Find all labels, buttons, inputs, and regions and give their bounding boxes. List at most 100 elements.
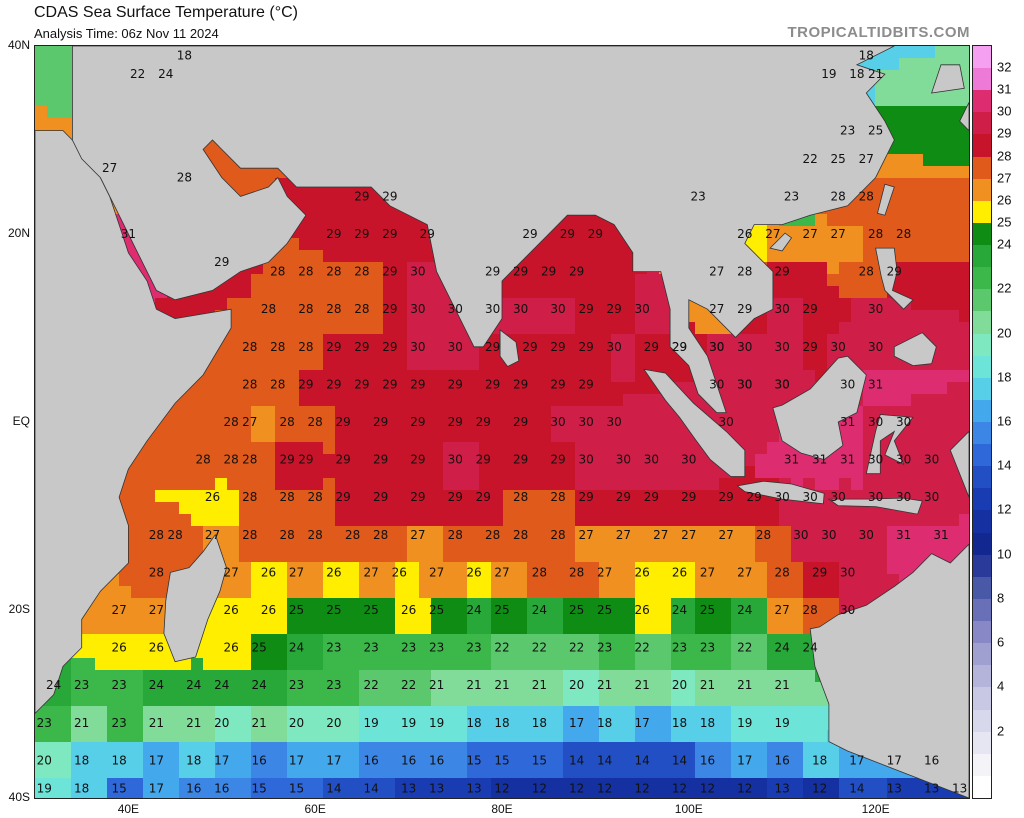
sst-label: 30 [896, 453, 911, 467]
colorbar-swatch [973, 90, 991, 113]
sst-label: 31 [933, 528, 948, 542]
colorbar-tick-label: 27 [997, 170, 1012, 186]
sst-label: 23 [74, 678, 89, 692]
sst-label: 28 [280, 490, 295, 504]
sst-label: 17 [149, 753, 164, 767]
sst-label: 28 [242, 528, 257, 542]
sst-label: 27 [429, 565, 444, 579]
sst-label: 25 [494, 603, 509, 617]
sst-label: 17 [326, 753, 341, 767]
colorbar-swatch [973, 178, 991, 202]
sst-label: 28 [569, 565, 584, 579]
sst-label: 24 [532, 603, 547, 617]
sst-label: 26 [149, 641, 164, 655]
sst-label: 18 [597, 716, 612, 730]
sst-label: 28 [326, 265, 341, 279]
lon-tick-label: 40E [117, 802, 140, 816]
sst-label: 26 [392, 565, 407, 579]
sst-label: 27 [410, 528, 425, 542]
sst-label: 29 [382, 377, 397, 391]
sst-label: 21 [74, 716, 89, 730]
sst-label: 24 [672, 603, 687, 617]
sst-label: 30 [410, 302, 425, 316]
sst-label: 29 [280, 453, 295, 467]
sst-label: 17 [149, 782, 164, 796]
sst-label: 14 [364, 782, 379, 796]
colorbar-swatch [973, 422, 991, 445]
sst-label: 24 [158, 67, 173, 81]
sst-label: 30 [709, 340, 724, 354]
sst-label: 27 [494, 565, 509, 579]
sst-label: 28 [280, 415, 295, 429]
land-polygon [877, 183, 895, 216]
sst-label: 24 [252, 678, 267, 692]
lat-tick-label: 40S [8, 790, 30, 804]
colorbar-swatch [973, 554, 991, 578]
sst-label: 28 [859, 265, 874, 279]
sst-label: 28 [485, 528, 500, 542]
sst-label: 30 [868, 340, 883, 354]
sst-label: 25 [252, 641, 267, 655]
sst-label: 29 [382, 189, 397, 203]
sst-label: 30 [737, 377, 752, 391]
sst-label: 19 [364, 716, 379, 730]
sst-label: 27 [616, 528, 631, 542]
sst-label: 16 [364, 753, 379, 767]
colorbar-tick-label: 4 [997, 678, 1005, 694]
sst-label: 23 [326, 678, 341, 692]
sst-label: 12 [700, 782, 715, 796]
land-polygon [893, 332, 937, 367]
sst-label: 26 [401, 603, 416, 617]
sst-label: 28 [308, 490, 323, 504]
sst-label: 13 [924, 782, 939, 796]
sst-label: 29 [410, 415, 425, 429]
sst-label: 30 [448, 453, 463, 467]
sst-label: 15 [494, 753, 509, 767]
sst-label: 23 [466, 641, 481, 655]
sst-label: 22 [532, 641, 547, 655]
colorbar-swatch [973, 399, 991, 423]
sst-label: 29 [410, 490, 425, 504]
sst-label: 19 [775, 716, 790, 730]
colorbar-tick-label: 25 [997, 214, 1012, 230]
land-polygon [772, 355, 867, 461]
colorbar [972, 45, 992, 799]
sst-label: 29 [382, 340, 397, 354]
sst-label: 29 [336, 453, 351, 467]
colorbar-swatch [973, 68, 991, 91]
sst-label: 22 [569, 641, 584, 655]
colorbar-tick-label: 2 [997, 723, 1005, 739]
colorbar-swatch [973, 643, 991, 666]
sst-label: 26 [261, 565, 276, 579]
sst-label: 29 [336, 415, 351, 429]
colorbar-tick-label: 14 [997, 457, 1012, 473]
sst-label: 27 [111, 603, 126, 617]
colorbar-swatch [973, 267, 991, 290]
sst-label: 30 [896, 415, 911, 429]
colorbar-swatch [973, 532, 991, 556]
sst-label: 21 [494, 678, 509, 692]
sst-label: 30 [775, 377, 790, 391]
sst-label: 30 [448, 340, 463, 354]
land-polygon [499, 329, 520, 368]
sst-label: 27 [149, 603, 164, 617]
colorbar-swatch [973, 134, 991, 158]
sst-label: 23 [401, 641, 416, 655]
sst-label: 19 [429, 716, 444, 730]
sst-label: 23 [840, 124, 855, 138]
sst-label: 15 [289, 782, 304, 796]
sst-label: 17 [634, 716, 649, 730]
colorbar-tick-label: 28 [997, 148, 1012, 164]
sst-label: 12 [812, 782, 827, 796]
sst-label: 28 [550, 528, 565, 542]
sst-label: 30 [550, 415, 565, 429]
sst-label: 13 [887, 782, 902, 796]
sst-map-canvas: 22 24 18 27 31 28 29 29 29 29 29 29 29 28 28 28 28 29 30 29… [35, 46, 969, 798]
sst-label: 12 [532, 782, 547, 796]
sst-label: 21 [700, 678, 715, 692]
map-title: CDAS Sea Surface Temperature (°C) [34, 4, 298, 21]
sst-label: 28 [270, 377, 285, 391]
sst-label: 25 [569, 603, 584, 617]
sst-label: 29 [747, 490, 762, 504]
sst-label: 27 [364, 565, 379, 579]
